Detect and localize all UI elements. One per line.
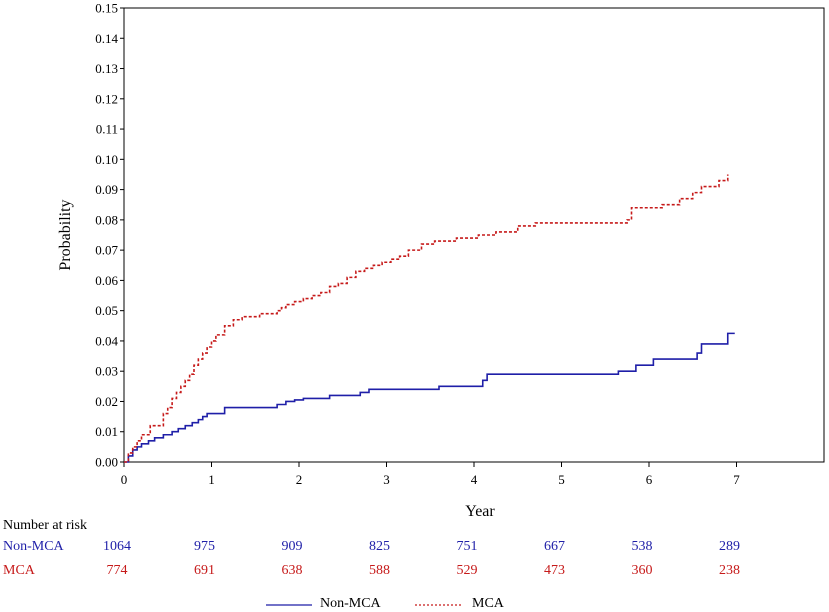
risk-count: 638 (282, 563, 303, 578)
x-tick-label: 1 (208, 472, 215, 487)
y-axis: 0.00 0.01 0.02 0.03 0.04 0.05 0.06 0.07 0.08 0.09… (95, 1, 124, 470)
x-tick-label: 7 (733, 472, 740, 487)
series-line-mca (124, 174, 729, 463)
risk-count: 360 (632, 563, 653, 578)
legend: Non-MCA MCA (266, 596, 505, 611)
y-tick-label: 0.09 (95, 182, 118, 197)
y-tick-label: 0.12 (95, 91, 118, 106)
y-tick-label: 0.08 (95, 212, 118, 227)
legend-label: MCA (472, 596, 505, 611)
y-axis-title: Probability (57, 199, 74, 270)
y-tick-label: 0.13 (95, 61, 118, 76)
y-tick-label: 0.07 (95, 243, 118, 258)
risk-count: 538 (632, 539, 653, 554)
risk-count: 691 (194, 563, 215, 578)
x-tick-label: 5 (558, 472, 565, 487)
legend-label: Non-MCA (320, 596, 382, 611)
risk-row-label: Non-MCA (3, 539, 65, 554)
plot-area (123, 7, 825, 463)
x-axis: 0 1 2 3 4 5 6 7 (121, 462, 740, 487)
y-tick-label: 0.06 (95, 273, 118, 288)
y-tick-label: 0.04 (95, 333, 118, 348)
risk-count: 289 (719, 539, 740, 554)
risk-count: 238 (719, 563, 740, 578)
risk-count: 774 (107, 563, 128, 578)
risk-row-label: MCA (3, 563, 36, 578)
y-tick-label: 0.02 (95, 394, 118, 409)
y-tick-label: 0.10 (95, 152, 118, 167)
x-axis-title: Year (465, 503, 495, 520)
y-tick-label: 0.05 (95, 303, 118, 318)
risk-count: 825 (369, 539, 390, 554)
y-tick-label: 0.14 (95, 31, 118, 46)
risk-count: 751 (457, 539, 478, 554)
number-at-risk-title: Number at risk (3, 518, 87, 533)
risk-count: 588 (369, 563, 390, 578)
number-at-risk-table: Non-MCA 1064 975 909 825 751 667 538 289 MCA 774 69… (3, 539, 740, 578)
y-tick-label: 0.11 (96, 122, 118, 137)
y-tick-label: 0.03 (95, 364, 118, 379)
x-tick-label: 2 (296, 472, 303, 487)
risk-count: 473 (544, 563, 565, 578)
risk-count: 909 (282, 539, 303, 554)
x-tick-label: 3 (383, 472, 390, 487)
series-line-non-mca (124, 332, 735, 463)
y-tick-label: 0.15 (95, 1, 118, 16)
x-tick-label: 0 (121, 472, 128, 487)
x-tick-label: 6 (646, 472, 653, 487)
x-tick-label: 4 (471, 472, 478, 487)
risk-count: 529 (457, 563, 478, 578)
y-tick-label: 0.00 (95, 455, 118, 470)
y-tick-label: 0.01 (95, 424, 118, 439)
risk-count: 667 (544, 539, 565, 554)
risk-count: 1064 (103, 539, 131, 554)
series-layer (124, 174, 735, 463)
risk-count: 975 (194, 539, 215, 554)
